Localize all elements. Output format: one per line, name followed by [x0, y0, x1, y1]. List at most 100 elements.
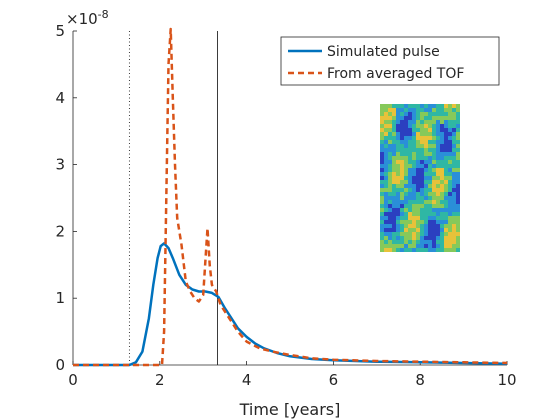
inset-pixel [456, 180, 460, 184]
inset-pixel [436, 140, 440, 144]
inset-pixel [420, 160, 424, 164]
inset-pixel [432, 120, 436, 124]
inset-pixel [416, 124, 420, 128]
inset-pixel [440, 244, 444, 248]
inset-pixel [428, 192, 432, 196]
inset-pixel [424, 208, 428, 212]
inset-pixel [428, 224, 432, 228]
y-tick-label: 1 [55, 289, 65, 307]
inset-pixel [400, 220, 404, 224]
inset-pixel [436, 248, 440, 252]
inset-pixel [388, 176, 392, 180]
inset-pixel [428, 216, 432, 220]
inset-pixel [412, 204, 416, 208]
inset-pixel [384, 216, 388, 220]
inset-pixel [444, 248, 448, 252]
inset-pixel [456, 240, 460, 244]
inset-pixel [428, 212, 432, 216]
inset-pixel [400, 108, 404, 112]
inset-pixel [384, 108, 388, 112]
inset-pixel [388, 172, 392, 176]
inset-pixel [412, 172, 416, 176]
inset-pixel [408, 200, 412, 204]
inset-pixel [428, 204, 432, 208]
inset-pixel [404, 216, 408, 220]
inset-pixel [408, 180, 412, 184]
inset-pixel [396, 220, 400, 224]
inset-pixel [448, 208, 452, 212]
inset-pixel [444, 136, 448, 140]
inset-pixel [416, 156, 420, 160]
inset-pixel [404, 224, 408, 228]
inset-pixel [404, 228, 408, 232]
inset-pixel [412, 232, 416, 236]
inset-pixel [396, 188, 400, 192]
inset-pixel [408, 148, 412, 152]
inset-pixel [392, 224, 396, 228]
inset-pixel [408, 164, 412, 168]
inset-pixel [440, 212, 444, 216]
inset-pixel [400, 200, 404, 204]
inset-pixel [420, 240, 424, 244]
inset-pixel [432, 112, 436, 116]
inset-pixel [452, 140, 456, 144]
inset-pixel [428, 124, 432, 128]
inset-pixel [392, 184, 396, 188]
inset-pixel [412, 236, 416, 240]
inset-pixel [424, 168, 428, 172]
inset-pixel [412, 108, 416, 112]
inset-pixel [388, 220, 392, 224]
inset-pixel [444, 204, 448, 208]
inset-pixel [436, 236, 440, 240]
inset-pixel [436, 132, 440, 136]
inset-pixel [380, 188, 384, 192]
inset-pixel [408, 228, 412, 232]
inset-pixel [388, 232, 392, 236]
inset-pixel [380, 108, 384, 112]
inset-pixel [448, 164, 452, 168]
inset-pixel [440, 112, 444, 116]
inset-pixel [408, 244, 412, 248]
inset-pixel [392, 188, 396, 192]
inset-pixel [400, 232, 404, 236]
inset-pixel [448, 108, 452, 112]
inset-pixel [440, 248, 444, 252]
inset-pixel [432, 180, 436, 184]
inset-pixel [420, 132, 424, 136]
inset-pixel [404, 160, 408, 164]
inset-pixel [432, 196, 436, 200]
inset-pixel [444, 228, 448, 232]
inset-pixel [436, 220, 440, 224]
inset-pixel [408, 140, 412, 144]
inset-pixel [428, 200, 432, 204]
inset-pixel [400, 224, 404, 228]
inset-pixel [444, 232, 448, 236]
inset-pixel [412, 160, 416, 164]
inset-pixel [396, 212, 400, 216]
inset-pixel [444, 112, 448, 116]
inset-pixel [448, 136, 452, 140]
inset-pixel [444, 164, 448, 168]
inset-pixel [420, 156, 424, 160]
inset-pixel [388, 208, 392, 212]
inset-pixel [392, 248, 396, 252]
inset-pixel [444, 148, 448, 152]
inset-pixel [436, 104, 440, 108]
series-group [73, 27, 508, 367]
inset-pixel [392, 180, 396, 184]
inset-pixel [432, 176, 436, 180]
inset-pixel [436, 124, 440, 128]
inset-pixel [412, 224, 416, 228]
inset-pixel [428, 152, 432, 156]
inset-field-image [380, 104, 460, 252]
x-tick-label: 8 [415, 371, 425, 389]
inset-pixel [440, 172, 444, 176]
inset-pixel [428, 108, 432, 112]
inset-pixel [396, 184, 400, 188]
inset-pixel [416, 144, 420, 148]
inset-pixel [420, 140, 424, 144]
inset-pixel [440, 204, 444, 208]
inset-pixel [400, 140, 404, 144]
inset-pixel [424, 232, 428, 236]
inset-pixel [396, 156, 400, 160]
